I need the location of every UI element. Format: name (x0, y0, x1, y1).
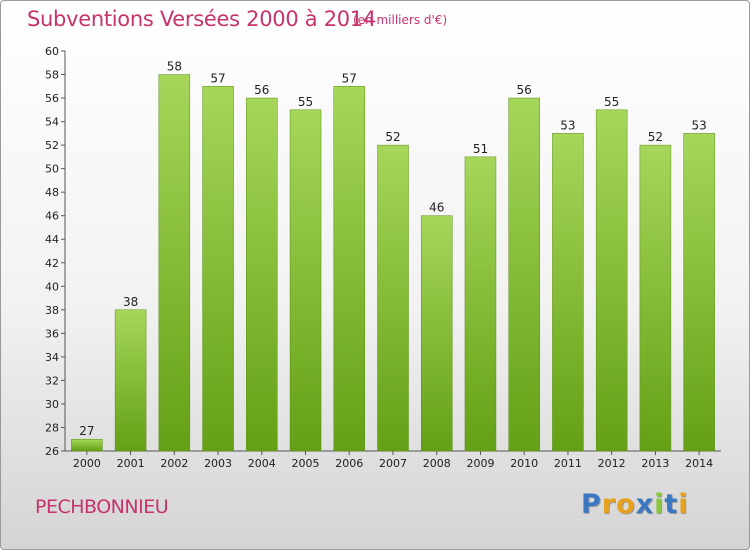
x-tick-label: 2006 (335, 457, 363, 470)
bar-value-label: 38 (123, 295, 138, 309)
y-tick-label: 42 (45, 257, 59, 270)
bar-2001 (114, 309, 147, 452)
y-tick-label: 60 (45, 45, 59, 58)
bar-2011 (552, 133, 584, 452)
bar-2009 (464, 156, 497, 452)
bar-value-label: 58 (167, 60, 182, 74)
y-tick-label: 46 (45, 210, 59, 223)
y-tick-label: 28 (45, 421, 59, 434)
bar-2007 (377, 144, 409, 452)
bar-2013 (639, 144, 672, 452)
bar-value-label: 56 (254, 83, 269, 97)
x-tick-label: 2007 (379, 457, 407, 470)
y-tick-label: 34 (45, 351, 59, 364)
unit-note: (en milliers d'€) (353, 13, 448, 27)
x-tick-label: 2014 (685, 457, 713, 470)
bar-2014 (683, 133, 715, 452)
x-tick-label: 2009 (466, 457, 494, 470)
proxiti-logo[interactable]: Proxiti (581, 489, 689, 520)
logo-letter: i (678, 489, 689, 520)
bar-value-label: 57 (342, 71, 357, 85)
x-tick-label: 2001 (117, 457, 145, 470)
x-tick-label: 2000 (73, 457, 101, 470)
x-axis: 2000 2001 2002 2003 2004 2005 2006 2007 2008 2009… (65, 450, 721, 470)
x-tick-label: 2004 (248, 457, 276, 470)
bar-value-label: 56 (517, 83, 532, 97)
y-tick-label: 36 (45, 327, 59, 340)
x-tick-label: 2012 (598, 457, 626, 470)
x-tick-label: 2008 (423, 457, 451, 470)
y-axis: 26 28 30 32 34 36 38 40 42 44 46 48 50 52 54 56 58 60 (45, 45, 66, 458)
bar-value-label: 53 (560, 118, 575, 132)
bar-value-label: 57 (210, 71, 225, 85)
bars: 27 38 58 57 56 55 57 52 46 51 56 53 55 52 53 (71, 60, 715, 452)
y-tick-label: 56 (45, 92, 59, 105)
y-tick-label: 32 (45, 374, 59, 387)
y-tick-label: 54 (45, 116, 59, 129)
bar-value-label: 27 (79, 424, 94, 438)
logo-letter: r (601, 489, 617, 520)
bar-value-label: 55 (298, 95, 313, 109)
x-tick-label: 2003 (204, 457, 232, 470)
y-tick-label: 58 (45, 69, 59, 82)
bar-value-label: 46 (429, 201, 444, 215)
x-tick-label: 2013 (641, 457, 669, 470)
y-tick-label: 30 (45, 398, 59, 411)
bar-2005 (289, 109, 322, 452)
x-tick-label: 2011 (554, 457, 582, 470)
y-tick-label: 50 (45, 163, 59, 176)
bar-value-label: 55 (604, 95, 619, 109)
y-tick-label: 38 (45, 304, 59, 317)
x-tick-label: 2002 (160, 457, 188, 470)
y-tick-label: 52 (45, 139, 59, 152)
chart-title: Subventions Versées 2000 à 2014 (27, 7, 376, 31)
bar-2002 (158, 74, 191, 452)
bar-value-label: 52 (385, 130, 400, 144)
y-tick-label: 48 (45, 186, 59, 199)
logo-letter: P (581, 489, 602, 520)
bar-2003 (202, 86, 234, 452)
bar-value-label: 53 (691, 118, 706, 132)
x-tick-label: 2005 (292, 457, 320, 470)
bar-2010 (508, 97, 540, 452)
bar-2008 (420, 215, 453, 452)
bar-value-label: 51 (473, 142, 488, 156)
logo-letter: t (664, 489, 679, 520)
bar-2012 (595, 109, 628, 452)
y-tick-label: 40 (45, 280, 59, 293)
logo-letter: o (616, 489, 636, 520)
y-tick-label: 44 (45, 233, 59, 246)
commune-name: PECHBONNIEU (35, 496, 169, 518)
bar-2000 (71, 438, 103, 452)
bar-2006 (333, 86, 366, 452)
logo-letter: x (635, 489, 655, 520)
x-tick-label: 2010 (510, 457, 538, 470)
y-tick-label: 26 (45, 445, 59, 458)
bar-2004 (246, 97, 278, 452)
bar-value-label: 52 (648, 130, 663, 144)
logo-letter: i (654, 489, 665, 520)
